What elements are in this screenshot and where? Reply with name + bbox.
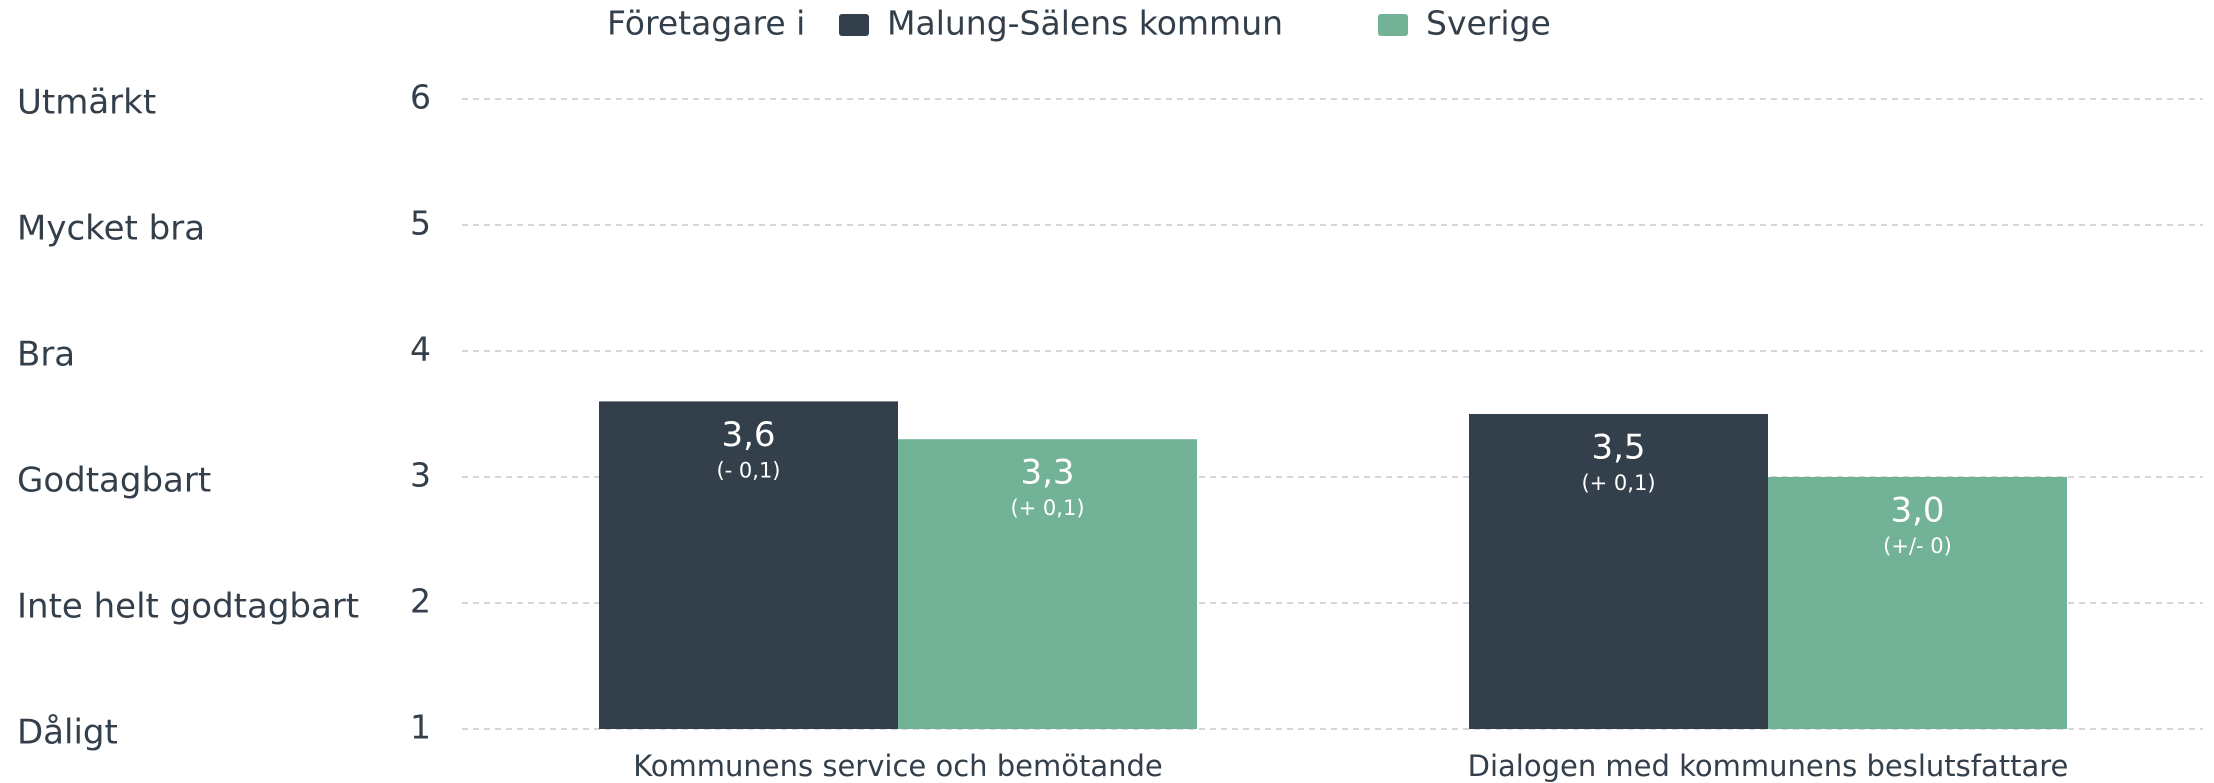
change-label: (+ 0,1) [1010,496,1084,520]
y-tick-label: 6 [410,78,431,117]
y-tick-name: Bra [17,335,75,375]
bar [599,401,898,729]
y-tick-name: Inte helt godtagbart [17,587,359,627]
y-tick-name: Mycket bra [17,209,205,249]
y-tick-name: Utmärkt [17,83,156,123]
legend-swatch [839,14,869,36]
y-tick-label: 3 [410,456,431,495]
value-label: 3,0 [1890,491,1944,531]
legend-label: Sverige [1426,4,1551,43]
y-tick-name: Dåligt [17,713,118,753]
change-label: (+ 0,1) [1581,471,1655,495]
y-tick-label: 2 [410,582,431,621]
change-label: (- 0,1) [716,458,780,482]
legend-swatch [1378,14,1408,36]
value-label: 3,6 [721,415,775,455]
bar [1768,477,2067,729]
y-tick-label: 1 [410,708,431,747]
legend-label: Malung-Sälens kommun [887,4,1283,43]
y-tick-name: Godtagbart [17,461,211,501]
x-tick-label: Kommunens service och bemötande [633,749,1163,783]
bar [898,439,1197,729]
bar [1469,414,1768,729]
change-label: (+/- 0) [1883,534,1952,558]
value-label: 3,3 [1020,453,1074,493]
legend-title: Företagare i [607,4,805,43]
y-tick-label: 5 [410,204,431,243]
y-tick-label: 4 [410,330,431,369]
x-tick-label: Dialogen med kommunens beslutsfattare [1468,749,2069,783]
value-label: 3,5 [1591,428,1645,468]
